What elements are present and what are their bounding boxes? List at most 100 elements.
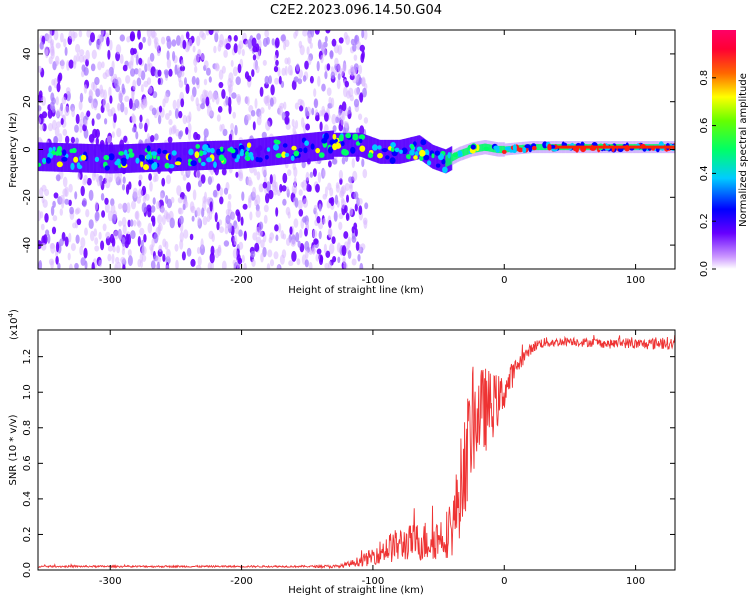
spectrogram-y-label: Frequency (Hz)	[8, 112, 19, 188]
spectrogram-noise-cell	[200, 174, 206, 184]
spectrogram-noise-cell	[179, 65, 186, 72]
spectrogram-noise-cell	[64, 46, 68, 57]
spectrogram-ridge-band	[279, 136, 282, 165]
spectrogram-noise-cell	[166, 35, 171, 42]
spectrogram-ridge-band	[207, 141, 209, 170]
spectrogram-ridge-blob	[73, 156, 79, 163]
spectrogram-noise-cell	[266, 181, 271, 193]
spectrogram-ridge-blob	[164, 162, 170, 169]
spectrogram-noise-cell	[148, 86, 153, 94]
spectrogram-ridge-blob	[332, 143, 338, 151]
spectrogram-noise-cell	[258, 229, 263, 237]
spectrogram-noise-cell	[94, 237, 99, 246]
spectrogram-noise-cell	[221, 168, 227, 176]
spectrogram-noise-cell	[197, 256, 202, 266]
spectrogram-x-tick-label: 100	[626, 275, 645, 286]
spectrogram-noise-cell	[48, 56, 53, 65]
spectrogram-noise-cell	[78, 30, 83, 38]
spectrogram-noise-cell	[127, 249, 132, 257]
spectrogram-noise-cell	[338, 221, 343, 231]
spectrogram-noise-cell	[101, 61, 105, 69]
spectrogram-ridge-blob	[246, 142, 252, 148]
spectrogram-noise-cell	[326, 63, 331, 71]
spectrogram-noise-cell	[273, 66, 279, 73]
spectrogram-noise-cell	[200, 103, 206, 110]
spectrogram-ridge-band	[222, 140, 224, 170]
spectrogram-noise-cell	[166, 248, 171, 259]
spectrogram-noise-cell	[105, 179, 111, 189]
spectrogram-ridge-band	[257, 138, 259, 167]
spectrogram-noise-cell	[241, 254, 245, 263]
spectrogram-ridge-blob	[442, 166, 448, 173]
spectrogram-noise-cell	[312, 229, 318, 239]
spectrogram-noise-cell	[53, 136, 59, 144]
spectrogram-noise-cell	[337, 45, 343, 55]
spectrogram-ridge-blob	[77, 164, 83, 170]
spectrogram-x-label: Height of straight line (km)	[288, 285, 424, 296]
spectrogram-noise-cell	[148, 173, 153, 181]
spectrogram-ridge-band	[256, 138, 258, 168]
spectrogram-ridge-band	[41, 142, 44, 172]
spectrogram-noise-cell	[69, 263, 73, 269]
spectrogram-noise-cell	[114, 263, 118, 269]
snr-y-tick-label: 0.6	[22, 455, 33, 471]
spectrogram-noise-cell	[109, 233, 115, 244]
spectrogram-ridge-mid	[480, 144, 483, 152]
spectrogram-ridge-band	[189, 141, 191, 171]
spectrogram-noise-cell	[209, 201, 213, 212]
spectrogram-noise-cell	[78, 100, 83, 111]
spectrogram-noise-cell	[176, 98, 181, 109]
spectrogram-noise-cell	[359, 262, 364, 269]
spectrogram-ridge-band	[283, 135, 286, 165]
spectrogram-ridge-blob	[547, 143, 552, 151]
spectrogram-x-tick-label: -200	[230, 275, 253, 286]
spectrogram-noise-cell	[137, 30, 141, 40]
spectrogram-noise-cell	[124, 106, 128, 116]
spectrogram-noise-cell	[329, 243, 335, 255]
spectrogram-noise-cell	[363, 30, 368, 40]
spectrogram-noise-cell	[350, 38, 355, 46]
spectrogram-noise-cell	[268, 236, 273, 244]
spectrogram-ridge-band	[156, 143, 158, 172]
spectrogram-noise-cell	[217, 106, 223, 113]
spectrogram-noise-cell	[94, 245, 100, 252]
snr-line-layer	[38, 335, 675, 570]
spectrogram-ridge-band	[59, 143, 61, 172]
spectrogram-noise-cell	[353, 54, 358, 61]
spectrogram-ridge-band	[108, 144, 110, 174]
spectrogram-ridge-mid	[540, 144, 542, 151]
spectrogram-noise-cell	[352, 170, 358, 182]
spectrogram-noise-cell	[133, 68, 139, 75]
spectrogram-noise-cell	[318, 230, 322, 240]
spectrogram-noise-cell	[304, 259, 309, 268]
spectrogram-noise-cell	[55, 241, 60, 253]
snr-y-tick-label: 1.2	[22, 349, 33, 365]
spectrogram-noise-cell	[259, 86, 264, 97]
spectrogram-ridge-band	[415, 136, 417, 160]
spectrogram-noise-cell	[320, 42, 325, 51]
spectrogram-noise-cell	[307, 33, 312, 44]
snr-x-ticks: -300 -200 -100 0 100	[99, 330, 645, 587]
spectrogram-ridge-band	[280, 135, 283, 165]
spectrogram-ridge-band	[344, 132, 346, 157]
snr-y-tick-label: 1.0	[22, 384, 33, 400]
spectrogram-ridge-core	[556, 145, 675, 149]
spectrogram-ridge-band	[60, 143, 62, 172]
spectrogram-noise-cell	[168, 110, 172, 116]
spectrogram-noise-cell	[213, 30, 220, 34]
spectrogram-ridge-band	[349, 132, 351, 157]
spectrogram-noise-cell	[280, 34, 286, 42]
spectrogram-noise-cell	[152, 197, 156, 205]
spectrogram-noise-cell	[85, 209, 90, 218]
spectrogram-ridge-blob	[143, 164, 149, 171]
spectrogram-noise-cell	[142, 195, 147, 203]
spectrogram-noise-cell	[261, 131, 267, 139]
spectrogram-noise-cell	[147, 57, 151, 67]
spectrogram-ridge-band	[263, 137, 265, 167]
spectrogram-ridge-band	[387, 139, 390, 164]
spectrogram-noise-cell	[91, 81, 95, 91]
spectrogram-ridge-blob	[220, 146, 224, 152]
spectrogram-noise-cell	[209, 252, 215, 264]
spectrogram-noise-cell	[84, 119, 88, 126]
spectrogram-noise-cell	[154, 38, 158, 49]
